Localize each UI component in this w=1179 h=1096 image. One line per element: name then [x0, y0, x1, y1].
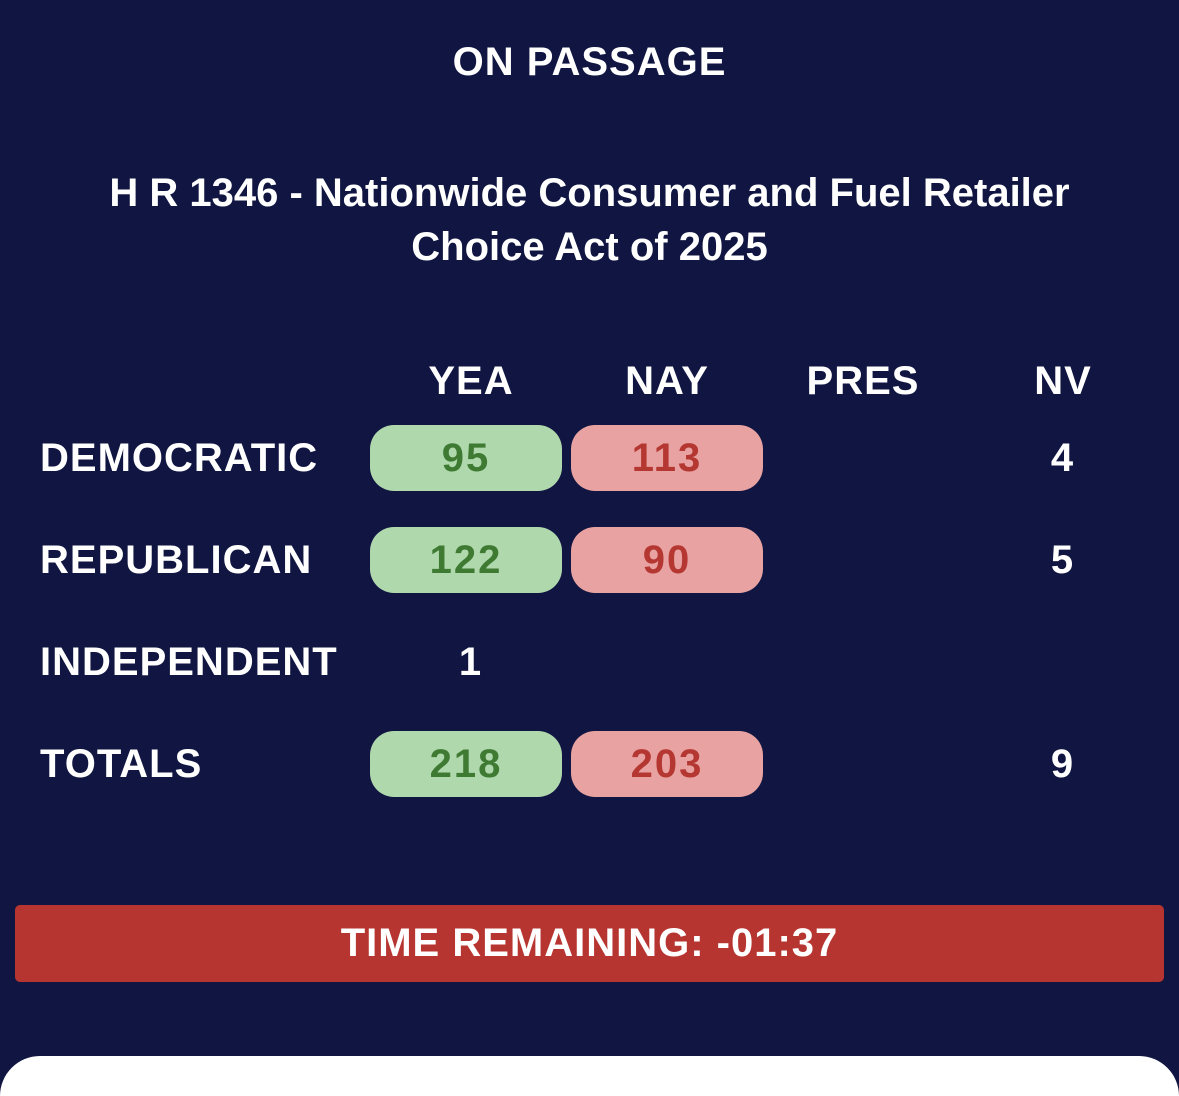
row-label-democratic: DEMOCRATIC	[40, 436, 319, 480]
independent-nv-count	[967, 629, 1159, 695]
democratic-nv-count: 4	[1050, 436, 1076, 480]
totals-nv-count: 9	[1050, 742, 1076, 786]
bill-title: H R 1346 - Nationwide Consumer and Fuel …	[109, 171, 1070, 269]
totals-pres-count	[767, 731, 959, 797]
democratic-pres-count	[767, 425, 959, 491]
independent-yea-count: 1	[458, 640, 484, 684]
bottom-sheet-card[interactable]	[0, 1056, 1179, 1096]
totals-nay-count: 203	[571, 731, 763, 797]
independent-nay-count	[571, 629, 763, 695]
column-header-yea: YEA	[428, 359, 514, 403]
totals-yea-count: 218	[370, 731, 562, 797]
republican-yea-count: 122	[370, 527, 562, 593]
column-header-nv: NV	[1034, 359, 1092, 403]
vote-type-heading: ON PASSAGE	[452, 40, 727, 84]
democratic-yea-count: 95	[370, 425, 562, 491]
democratic-nay-count: 113	[571, 425, 763, 491]
time-remaining-banner: TIME REMAINING: -01:37	[15, 905, 1164, 982]
republican-nv-count: 5	[1050, 538, 1076, 582]
independent-pres-count	[767, 629, 959, 695]
row-label-independent: INDEPENDENT	[40, 640, 338, 684]
row-label-republican: REPUBLICAN	[40, 538, 313, 582]
republican-nay-count: 90	[571, 527, 763, 593]
column-header-pres: PRES	[806, 359, 920, 403]
republican-pres-count	[767, 527, 959, 593]
column-header-nay: NAY	[625, 359, 709, 403]
row-label-totals: TOTALS	[40, 742, 203, 786]
